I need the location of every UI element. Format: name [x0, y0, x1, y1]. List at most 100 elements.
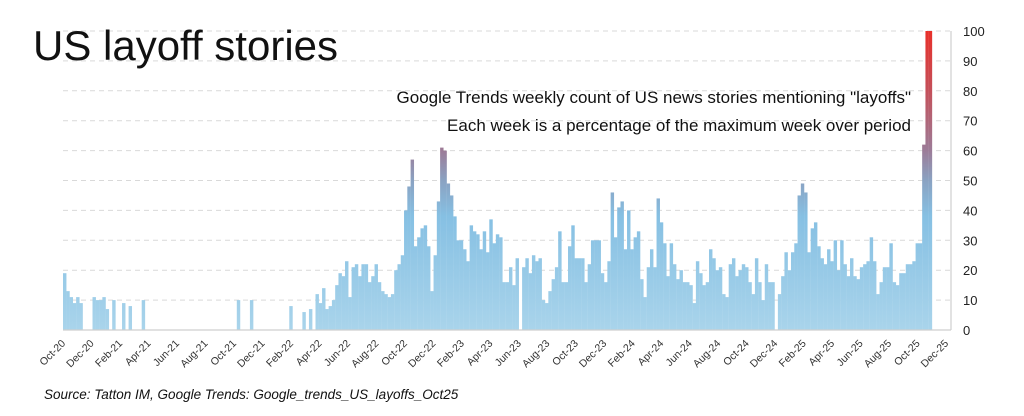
x-tick-label: Oct-20: [37, 338, 68, 369]
bar: [643, 297, 647, 330]
bar: [800, 183, 805, 330]
x-tick-label: Oct-25: [892, 338, 923, 369]
x-tick-label: Feb-23: [435, 338, 467, 370]
bar: [741, 264, 746, 330]
bar: [377, 282, 382, 330]
bar: [315, 294, 319, 330]
bar: [466, 261, 470, 330]
bar: [453, 216, 457, 330]
bar: [499, 237, 503, 330]
bar: [99, 300, 103, 330]
bar: [531, 255, 536, 330]
bar: [308, 309, 313, 330]
bar: [354, 264, 359, 330]
x-tick-label: Apr-25: [806, 338, 837, 369]
bar: [669, 243, 674, 330]
bar: [554, 267, 559, 330]
bar: [443, 150, 447, 330]
x-tick-label: Aug-24: [691, 338, 724, 371]
bar: [610, 192, 615, 330]
bar: [787, 270, 792, 330]
y-tick-label: 20: [963, 263, 977, 278]
bar: [869, 237, 874, 330]
bar: [761, 300, 765, 330]
bar: [827, 249, 831, 330]
x-tick-label: Aug-22: [349, 338, 382, 371]
bar: [433, 255, 437, 330]
bar: [371, 276, 375, 330]
bar: [95, 300, 100, 330]
bar: [590, 240, 595, 330]
bar: [417, 237, 421, 330]
bar: [79, 303, 83, 330]
bar: [731, 258, 736, 330]
y-tick-label: 0: [963, 323, 970, 338]
bar: [404, 210, 408, 330]
bar: [754, 258, 759, 330]
bar: [758, 282, 762, 330]
bar: [381, 291, 385, 330]
bar: [482, 231, 487, 330]
bar: [695, 261, 700, 330]
bar: [436, 201, 441, 330]
bar: [505, 282, 510, 330]
y-tick-label: 50: [963, 174, 977, 189]
bar: [899, 273, 903, 330]
bar: [804, 192, 808, 330]
bar: [535, 261, 539, 330]
bars: [63, 31, 933, 330]
bar: [771, 282, 775, 330]
bar: [476, 234, 480, 330]
bar: [141, 300, 146, 330]
y-tick-label: 90: [963, 54, 977, 69]
bar: [830, 261, 834, 330]
bar: [345, 261, 349, 330]
x-tick-label: Feb-22: [264, 338, 296, 370]
bar: [909, 264, 913, 330]
bar: [420, 228, 424, 330]
bar: [128, 306, 133, 330]
bar: [820, 258, 824, 330]
bar: [302, 312, 306, 330]
x-tick-label: Dec-21: [235, 338, 268, 371]
bar: [915, 243, 920, 330]
bar: [568, 246, 572, 330]
bar: [407, 186, 411, 330]
bar: [472, 231, 477, 330]
bar: [689, 285, 693, 330]
bar: [751, 294, 756, 330]
bar: [66, 291, 70, 330]
x-tick-label: Aug-23: [520, 338, 553, 371]
bar: [659, 222, 664, 330]
bar: [449, 195, 454, 330]
bar: [895, 285, 900, 330]
bar: [394, 270, 398, 330]
bar: [620, 201, 624, 330]
bar: [413, 246, 418, 330]
bar: [656, 198, 660, 330]
bar: [331, 300, 336, 330]
bar: [463, 249, 467, 330]
bar: [676, 279, 680, 330]
bar: [709, 249, 713, 330]
x-tick-label: Jun-23: [493, 338, 524, 369]
bar: [515, 258, 519, 330]
bar: [823, 264, 828, 330]
bar: [715, 270, 719, 330]
chart-subtitle-line-2: Each week is a percentage of the maximum…: [447, 116, 911, 135]
bar: [581, 258, 585, 330]
bar: [699, 273, 703, 330]
bar: [423, 225, 428, 330]
bar: [351, 267, 355, 330]
bar: [623, 249, 628, 330]
bar: [813, 222, 818, 330]
x-tick-label: Aug-25: [862, 338, 895, 371]
bar: [358, 276, 362, 330]
bar: [495, 234, 500, 330]
bar: [456, 240, 460, 330]
bar: [777, 294, 782, 330]
bar: [653, 267, 657, 330]
x-tick-label: Feb-24: [606, 338, 638, 370]
bar: [640, 279, 644, 330]
bar: [597, 240, 601, 330]
